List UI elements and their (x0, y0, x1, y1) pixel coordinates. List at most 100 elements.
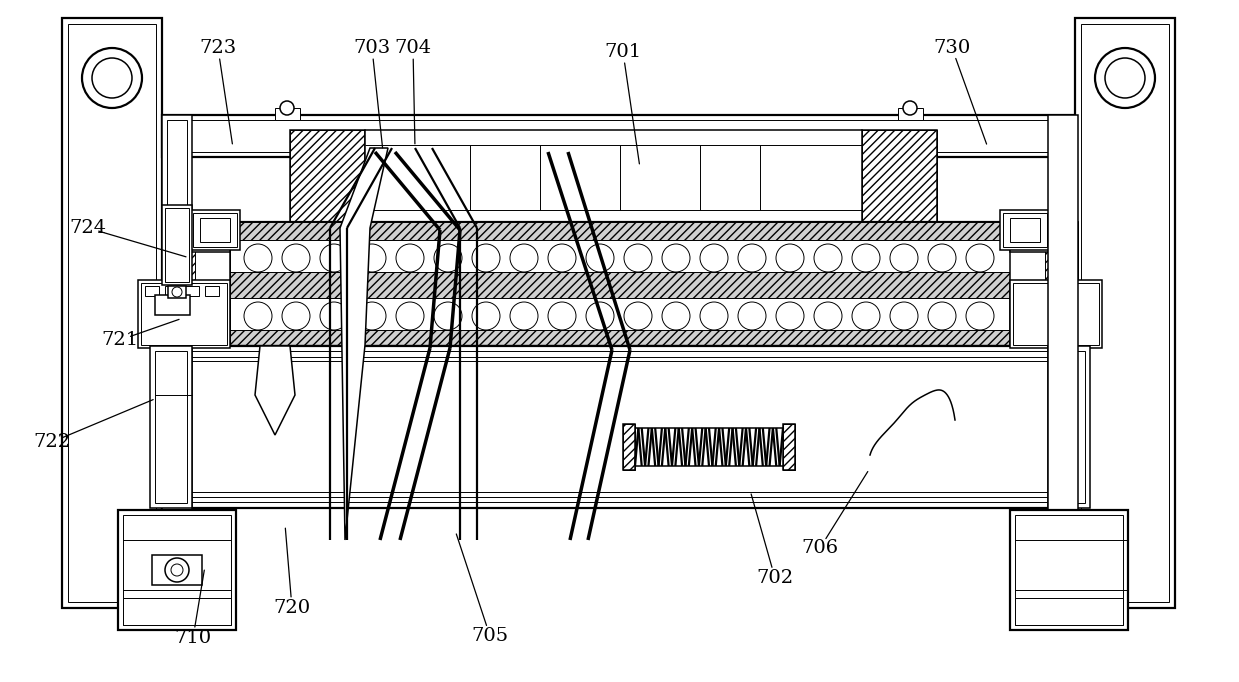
Bar (185, 286, 199, 296)
Polygon shape (230, 272, 1010, 298)
Text: 702: 702 (757, 569, 793, 587)
Text: 710: 710 (175, 629, 212, 647)
Bar (1075, 18, 1175, 608)
Circle shape (700, 244, 729, 272)
Bar (904, 104, 914, 108)
Circle shape (928, 302, 957, 330)
Text: 705: 705 (471, 627, 508, 645)
Circle shape (171, 564, 183, 576)
Text: 723: 723 (199, 39, 237, 57)
Bar (282, 104, 292, 108)
Circle shape (472, 302, 501, 330)
Text: 703: 703 (353, 39, 390, 57)
Bar (1080, 24, 1170, 602)
Circle shape (320, 302, 348, 330)
Bar (1015, 515, 1123, 625)
Circle shape (624, 244, 652, 272)
Circle shape (700, 302, 729, 330)
Circle shape (282, 244, 310, 272)
Circle shape (662, 244, 690, 272)
Circle shape (280, 101, 294, 115)
Bar (1048, 115, 1078, 510)
Bar (862, 130, 937, 222)
Circle shape (434, 302, 462, 330)
Circle shape (434, 244, 462, 272)
Bar (165, 286, 178, 296)
Circle shape (472, 244, 501, 272)
Text: 706: 706 (802, 539, 839, 557)
Bar (167, 351, 1069, 361)
Text: 704: 704 (394, 39, 431, 57)
Bar (162, 222, 230, 346)
Circle shape (92, 58, 133, 98)
Bar (230, 222, 1010, 330)
Polygon shape (255, 346, 295, 435)
Bar (366, 130, 862, 222)
Circle shape (172, 287, 182, 297)
Text: 724: 724 (69, 219, 107, 237)
Bar (1004, 213, 1047, 247)
Bar (162, 115, 1074, 157)
Circle shape (320, 244, 348, 272)
Circle shape (282, 302, 310, 330)
Circle shape (814, 244, 843, 272)
Circle shape (396, 302, 424, 330)
Bar (165, 208, 190, 282)
Bar (138, 280, 230, 348)
Circle shape (165, 558, 190, 582)
Bar (145, 286, 159, 296)
Bar (165, 225, 227, 249)
Circle shape (358, 302, 387, 330)
Polygon shape (230, 330, 1010, 346)
Circle shape (852, 244, 880, 272)
Bar (150, 346, 192, 508)
Bar (1015, 598, 1123, 625)
Bar (1010, 218, 1040, 242)
Circle shape (1095, 48, 1155, 108)
Bar (1010, 280, 1101, 348)
Bar (123, 598, 230, 625)
Bar (152, 555, 202, 585)
Circle shape (814, 302, 843, 330)
Bar (118, 510, 235, 630)
Circle shape (548, 244, 576, 272)
Circle shape (396, 244, 424, 272)
Bar (230, 240, 1010, 272)
Circle shape (738, 302, 766, 330)
Bar (167, 120, 187, 505)
Bar (162, 205, 192, 285)
Circle shape (776, 302, 804, 330)
Text: 720: 720 (274, 599, 311, 617)
Bar (123, 515, 230, 625)
Circle shape (966, 302, 994, 330)
Circle shape (662, 302, 690, 330)
Text: 722: 722 (33, 433, 71, 451)
Bar (155, 351, 187, 503)
Bar (68, 24, 156, 602)
Bar (162, 115, 192, 510)
Circle shape (738, 244, 766, 272)
Circle shape (510, 244, 538, 272)
Circle shape (586, 302, 615, 330)
Text: 701: 701 (605, 43, 642, 61)
Circle shape (903, 101, 917, 115)
Text: 730: 730 (933, 39, 970, 57)
Bar (1053, 351, 1085, 503)
Bar (1010, 510, 1127, 630)
Circle shape (548, 302, 576, 330)
Polygon shape (339, 148, 388, 540)
Circle shape (244, 244, 273, 272)
Circle shape (928, 244, 957, 272)
Bar (167, 492, 1069, 502)
Bar (1014, 283, 1099, 345)
Bar (1014, 225, 1075, 249)
Circle shape (852, 302, 880, 330)
Bar (162, 222, 230, 252)
Bar (167, 120, 1069, 152)
Text: 721: 721 (102, 331, 139, 349)
Bar (62, 18, 162, 608)
Bar (1048, 346, 1090, 508)
Bar (1010, 222, 1078, 252)
Circle shape (624, 302, 652, 330)
Bar (162, 346, 1074, 508)
